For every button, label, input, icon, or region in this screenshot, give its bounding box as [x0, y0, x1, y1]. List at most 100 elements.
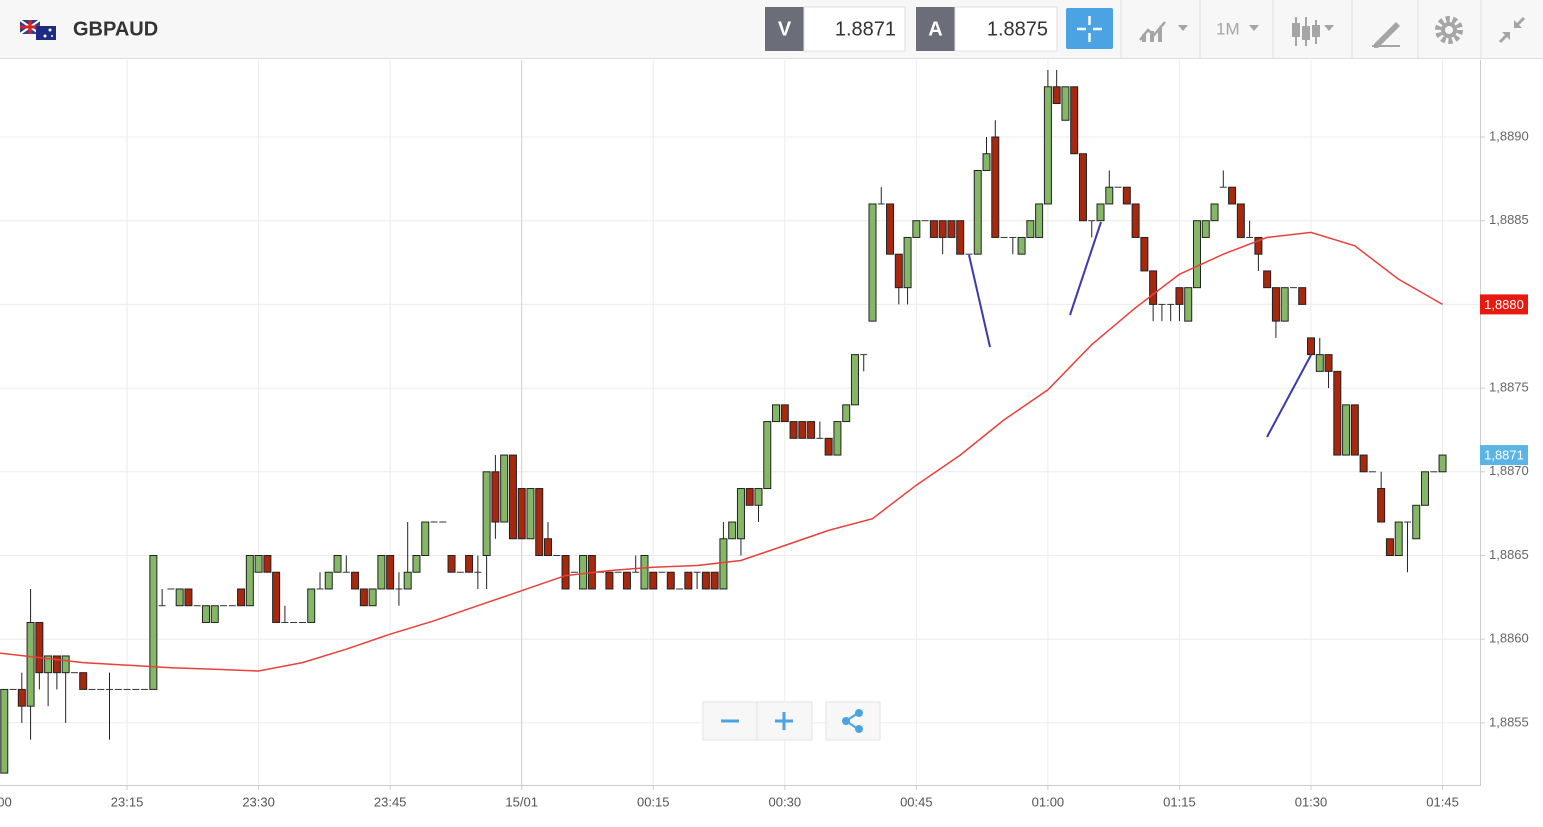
price-tag-label: 1,8880 — [1484, 297, 1524, 312]
candle-body — [201, 605, 210, 623]
candle-body — [351, 571, 360, 590]
candle-body — [894, 253, 903, 289]
candle-body — [798, 421, 807, 439]
candle-body — [1105, 186, 1114, 205]
chart-type-button[interactable] — [1139, 21, 1188, 42]
y-tick-label: 1,8860 — [1489, 631, 1529, 646]
candle-body — [526, 488, 535, 540]
candle-body — [1026, 220, 1035, 238]
candle-body — [1315, 354, 1324, 372]
x-tick-label: 23:45 — [374, 794, 407, 809]
candle-body — [622, 571, 631, 590]
ask-box — [954, 6, 1058, 52]
candle-body — [1210, 203, 1219, 222]
candle-body — [719, 538, 728, 590]
y-tick-label: 1,8870 — [1489, 463, 1529, 478]
x-tick-label: 15/01 — [505, 794, 538, 809]
candle-body — [0, 688, 9, 774]
candle-body — [175, 588, 184, 607]
candle-body — [780, 404, 789, 423]
collapse-button[interactable] — [1498, 16, 1526, 44]
x-tick-label: 00:30 — [769, 794, 802, 809]
y-tick-label: 1,8890 — [1489, 128, 1529, 143]
draw-button[interactable] — [1372, 22, 1400, 48]
x-tick-label: 00:15 — [637, 794, 670, 809]
candle-body — [26, 621, 35, 707]
candle-body — [1228, 186, 1237, 205]
candle-body — [1201, 220, 1210, 238]
candle-body — [1280, 287, 1289, 322]
candle-body — [701, 571, 710, 590]
candle-body — [1385, 538, 1394, 557]
zoom-in-button[interactable] — [756, 701, 813, 741]
candle-body — [903, 236, 912, 289]
candle-body — [544, 538, 553, 557]
candle-body — [973, 169, 982, 255]
x-tick-label: 23:30 — [242, 794, 275, 809]
toolbar-separators — [1120, 0, 1482, 58]
candle-body — [1421, 471, 1430, 506]
flag — [19, 19, 56, 40]
candle-body — [807, 421, 816, 439]
candle-body — [412, 555, 421, 573]
candle-body — [508, 454, 517, 540]
candle-body — [1078, 153, 1087, 222]
candle-body — [149, 555, 158, 690]
candle-body — [850, 354, 859, 406]
candle-body — [17, 688, 26, 707]
grid — [0, 60, 1480, 785]
candle-body — [368, 588, 377, 607]
candle-body — [1377, 488, 1386, 523]
x-tick-label: 01:00 — [1032, 794, 1065, 809]
price-tag-label: 1,8871 — [1484, 447, 1524, 462]
candle-body — [1061, 86, 1070, 121]
candle-body — [403, 571, 412, 590]
candle-body — [333, 555, 342, 573]
bid-label: V — [778, 18, 792, 40]
settings-button[interactable] — [1435, 16, 1463, 44]
candle-body — [886, 203, 895, 255]
crosshair-button[interactable] — [1066, 8, 1113, 49]
bid-box — [803, 6, 906, 52]
candle-body — [1394, 521, 1403, 557]
candle-body — [1412, 504, 1421, 540]
candle-body — [1122, 186, 1131, 205]
candle-body — [263, 555, 272, 573]
candle-body — [1017, 236, 1026, 255]
axes: 1,8855 1,8860 1,8865 1,8870 1,8875 1,8880 1,88… — [0, 128, 1529, 809]
symbol: GBPAUD — [73, 18, 158, 40]
candle-body — [605, 571, 614, 590]
price-tag — [1480, 294, 1528, 315]
candle-body — [517, 488, 526, 540]
candle-body — [1096, 203, 1105, 222]
moving-average-line — [0, 231, 1443, 672]
candle-body — [237, 588, 246, 607]
candle-body — [842, 404, 851, 423]
candle-body — [745, 488, 754, 506]
candle-body — [61, 655, 70, 674]
y-tick-label: 1,8875 — [1489, 380, 1529, 395]
candle-body — [640, 555, 649, 590]
y-tick-label: 1,8865 — [1489, 547, 1529, 562]
candle-body — [666, 571, 675, 590]
candle-body — [929, 220, 938, 238]
candle-body — [1298, 287, 1307, 305]
candle-body — [1333, 370, 1342, 456]
candle-body — [763, 421, 772, 490]
timeframe-button[interactable]: 1M — [1216, 19, 1259, 38]
candle-body — [1254, 236, 1263, 255]
y-tick-label: 1,8855 — [1489, 714, 1529, 729]
candle-body — [35, 621, 44, 674]
zoom-out-button[interactable] — [702, 701, 758, 741]
candle-body — [52, 655, 61, 674]
candle-body — [386, 555, 395, 590]
plot-area — [0, 70, 1447, 774]
candle-body — [1149, 270, 1158, 305]
candle-body — [482, 471, 491, 556]
candle-style-button[interactable] — [1292, 17, 1334, 46]
candle-body — [1052, 86, 1061, 105]
x-tick-label: 01:30 — [1295, 794, 1328, 809]
x-tick-label: 23:00 — [0, 794, 12, 809]
share-button[interactable] — [825, 701, 881, 741]
